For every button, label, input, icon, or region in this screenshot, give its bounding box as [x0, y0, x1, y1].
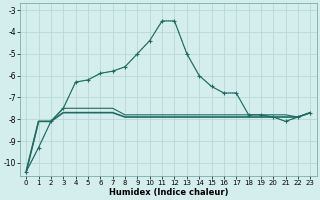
- X-axis label: Humidex (Indice chaleur): Humidex (Indice chaleur): [108, 188, 228, 197]
